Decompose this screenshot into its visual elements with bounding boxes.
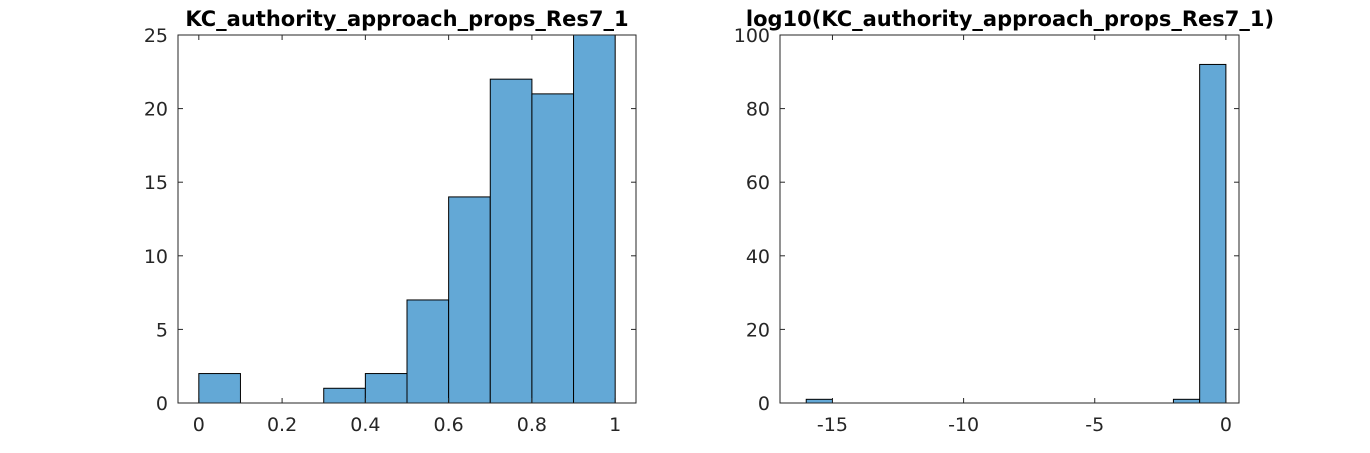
y-tick-label: 5: [156, 319, 168, 341]
y-tick-label: 20: [144, 99, 168, 121]
x-tick-label: 1: [609, 414, 621, 436]
x-tick-label: 0.2: [267, 414, 297, 436]
x-tick-label: 0.6: [434, 414, 464, 436]
x-tick-label: 0.4: [350, 414, 380, 436]
histogram-panel-right: -15 -10 -5 0 0 20 40 60 80 100log10(KC_authority_…: [734, 7, 1274, 436]
y-tick-label: 80: [746, 99, 770, 121]
x-tick-label: -5: [1085, 414, 1104, 436]
histogram-bar: [531, 93, 575, 404]
x-tick-label: 0: [193, 414, 205, 436]
histogram-bar: [805, 398, 833, 404]
axes-frame: [779, 34, 1240, 404]
histogram-bar: [448, 196, 491, 404]
x-tick-label: 0: [1220, 414, 1232, 436]
histogram-bar: [364, 373, 408, 404]
y-tick-label: 0: [156, 393, 168, 415]
histogram-bar: [1172, 398, 1201, 404]
y-tick-label: 20: [746, 319, 770, 341]
y-tick-label: 10: [144, 246, 168, 268]
chart-title: KC_authority_approach_props_Res7_1: [185, 7, 628, 31]
y-tick-label: 100: [734, 25, 770, 47]
histogram-bar: [406, 299, 450, 404]
x-tick-label: 0.8: [517, 414, 547, 436]
histogram-bar: [198, 373, 241, 404]
y-tick-label: 40: [746, 246, 770, 268]
histogram-panel-left: 0 0.2 0.4 0.6 0.8 10510152025KC_authority_app…: [144, 7, 637, 436]
chart-title: log10(KC_authority_approach_props_Res7_1…: [746, 7, 1274, 31]
y-tick-label: 60: [746, 172, 770, 194]
y-tick-label: 0: [758, 393, 770, 415]
histogram-bar: [489, 78, 533, 404]
histogram-bar: [1199, 63, 1227, 404]
y-tick-label: 15: [144, 172, 168, 194]
x-tick-label: -10: [948, 414, 979, 436]
axes-frame: [177, 34, 637, 404]
histogram-bar: [573, 34, 616, 404]
x-tick-label: -15: [817, 414, 848, 436]
y-tick-label: 25: [144, 25, 168, 47]
histogram-bar: [323, 387, 366, 404]
